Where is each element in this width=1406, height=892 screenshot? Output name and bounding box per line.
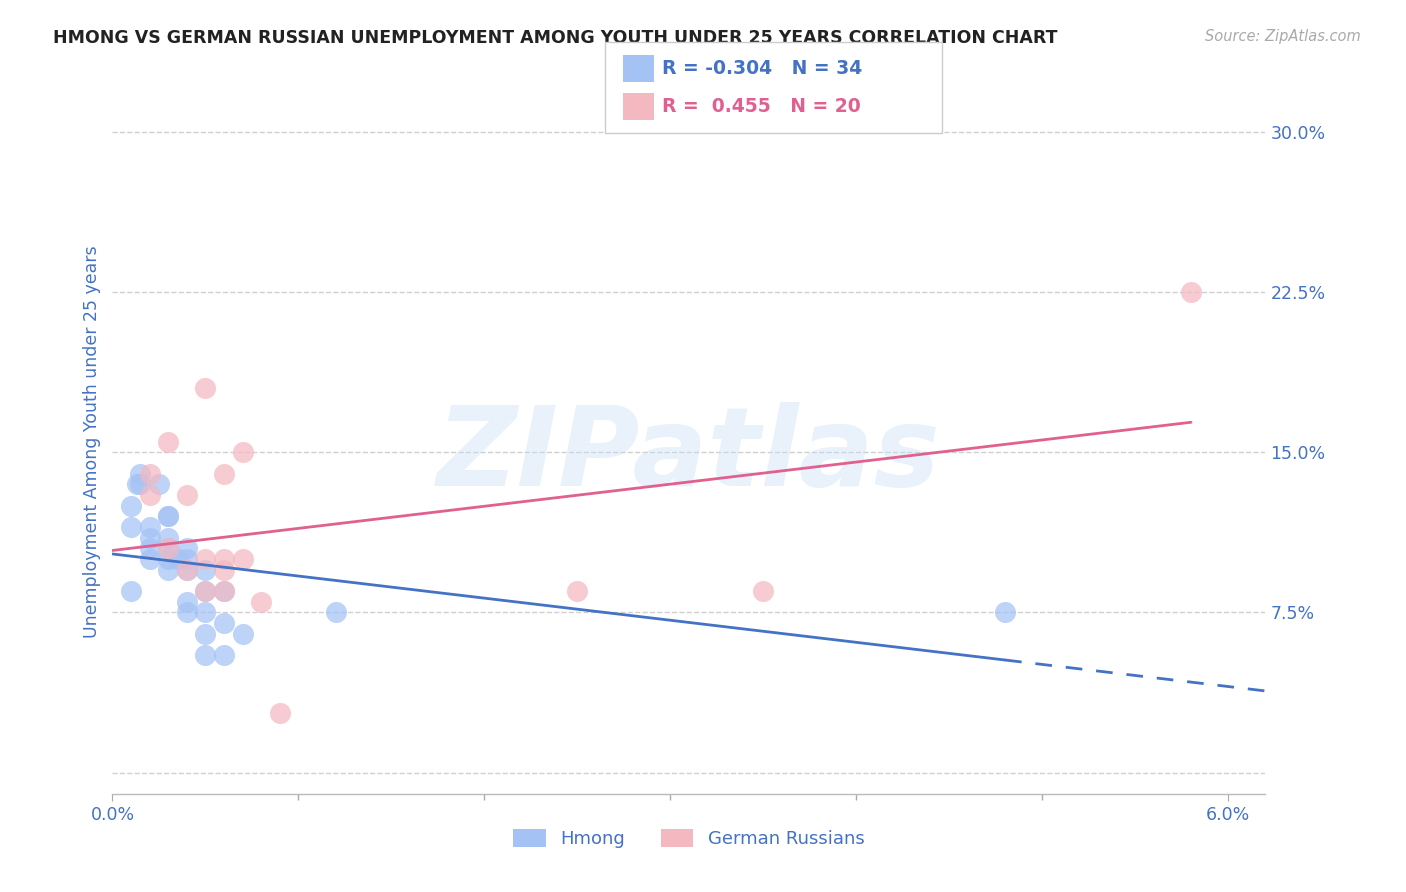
Point (138, 541, 160, 556)
Point (325, 606, 347, 620)
Point (138, 467, 160, 481)
Point (212, 467, 235, 481)
Point (212, 563, 235, 577)
Point (176, 488, 198, 502)
Point (194, 381, 217, 395)
Text: Source: ZipAtlas.com: Source: ZipAtlas.com (1205, 29, 1361, 44)
Point (194, 584, 217, 599)
Point (212, 615, 235, 630)
Point (129, 477, 152, 491)
Point (176, 563, 198, 577)
Point (157, 563, 180, 577)
Point (157, 531, 180, 545)
Point (157, 541, 180, 556)
Point (120, 499, 142, 513)
Point (157, 434, 180, 449)
Point (212, 648, 235, 662)
Point (176, 541, 198, 556)
Point (138, 520, 160, 534)
Point (194, 552, 217, 566)
Point (194, 606, 217, 620)
Point (176, 563, 198, 577)
Point (250, 595, 273, 609)
Point (994, 606, 1017, 620)
Point (752, 584, 775, 599)
Text: ZIPatlas: ZIPatlas (437, 402, 941, 509)
Point (157, 509, 180, 524)
Text: R =  0.455   N = 20: R = 0.455 N = 20 (662, 97, 860, 116)
Point (138, 488, 160, 502)
Point (194, 648, 217, 662)
Point (148, 477, 170, 491)
Point (157, 541, 180, 556)
Point (567, 584, 589, 599)
Point (232, 445, 254, 459)
Text: HMONG VS GERMAN RUSSIAN UNEMPLOYMENT AMONG YOUTH UNDER 25 YEARS CORRELATION CHAR: HMONG VS GERMAN RUSSIAN UNEMPLOYMENT AMO… (53, 29, 1057, 46)
Point (194, 563, 217, 577)
Point (120, 520, 142, 534)
Legend: Hmong, German Russians: Hmong, German Russians (506, 822, 872, 855)
Point (232, 552, 254, 566)
Point (194, 626, 217, 640)
Point (269, 706, 291, 720)
Point (120, 584, 142, 599)
Point (212, 584, 235, 599)
Point (166, 552, 188, 566)
Point (176, 552, 198, 566)
Point (138, 531, 160, 545)
Point (212, 584, 235, 599)
Point (157, 552, 180, 566)
Point (212, 552, 235, 566)
Point (176, 595, 198, 609)
Point (232, 626, 254, 640)
Point (138, 552, 160, 566)
Point (1180, 285, 1202, 299)
Point (176, 606, 198, 620)
Point (129, 467, 152, 481)
Text: R = -0.304   N = 34: R = -0.304 N = 34 (662, 59, 862, 78)
Point (125, 477, 148, 491)
Point (157, 509, 180, 524)
Point (194, 584, 217, 599)
Y-axis label: Unemployment Among Youth under 25 years: Unemployment Among Youth under 25 years (83, 245, 101, 638)
